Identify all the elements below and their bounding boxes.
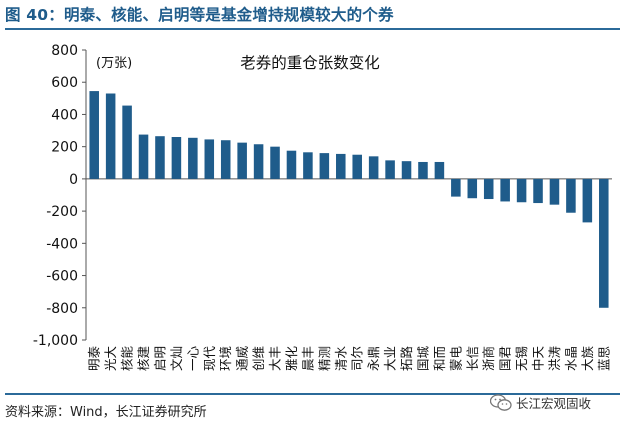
bar-chart-svg: 800 600 400 200 0 -200 -400 -600 -800 -1,000 明泰 光大… xyxy=(33,43,612,372)
x-category-label: 明泰 xyxy=(87,346,102,372)
bar xyxy=(368,156,379,179)
bar xyxy=(122,105,132,179)
x-category-label: 中天 xyxy=(531,346,546,372)
x-category-label: 永鼎 xyxy=(366,346,381,371)
bar xyxy=(253,144,264,179)
bar xyxy=(237,142,247,179)
x-axis-labels: 明泰 光大 核能 核建 启明 文灿 一心 现代 环境 通威 创维 大丰 雅化 晨丰 精测 清水 司尔 永鼎 大业 拓路… xyxy=(87,346,612,372)
bar xyxy=(270,146,280,179)
bar xyxy=(434,161,445,179)
bar xyxy=(204,139,215,179)
x-category-label: 大丰 xyxy=(268,346,283,371)
source-note: 资料来源：Wind，长江证券研究所 xyxy=(5,405,207,420)
bar xyxy=(451,178,461,197)
x-category-label: 无锡 xyxy=(514,346,529,371)
x-category-label: 文灿 xyxy=(169,346,184,371)
y-axis-unit-label: (万张) xyxy=(96,56,132,71)
x-category-label: 雅化 xyxy=(284,346,299,372)
x-category-label: 创维 xyxy=(251,346,266,371)
x-category-label: 晨丰 xyxy=(300,346,315,371)
x-category-label: 蒙电 xyxy=(448,346,463,372)
y-tick-label: -600 xyxy=(46,269,78,285)
bottom-rule xyxy=(5,393,620,395)
x-category-label: 光大 xyxy=(103,346,118,371)
y-tick-label: 600 xyxy=(51,75,78,91)
y-tick-label: -400 xyxy=(46,236,78,252)
x-category-label: 国君 xyxy=(498,346,513,371)
bar xyxy=(599,178,609,308)
x-category-label: 和而 xyxy=(432,346,447,371)
bar xyxy=(401,161,412,179)
y-tick-label: 400 xyxy=(51,107,78,123)
x-category-label: 国城 xyxy=(415,346,430,372)
x-category-label: 拓路 xyxy=(399,346,414,372)
x-category-label: 司尔 xyxy=(350,346,365,371)
bar xyxy=(138,134,149,179)
x-category-label: 环境 xyxy=(218,346,233,371)
figure-title: 图 40：明泰、核能、启明等是基金增持规模较大的个券 xyxy=(5,6,394,24)
x-category-label: 大族 xyxy=(580,346,595,372)
bar xyxy=(319,153,330,179)
bar xyxy=(89,91,99,179)
x-category-label: 蓝思 xyxy=(596,346,611,371)
x-category-label: 长信 xyxy=(465,346,480,371)
bar xyxy=(483,178,494,200)
bar-chart: 800 600 400 200 0 -200 -400 -600 -800 -1,000 明泰 光大… xyxy=(0,30,627,392)
chart-title: 老券的重仓张数变化 xyxy=(240,54,380,72)
x-category-label: 精测 xyxy=(317,346,332,371)
bar xyxy=(500,178,510,202)
bar xyxy=(105,93,116,179)
x-category-label: 清水 xyxy=(333,346,348,372)
bar xyxy=(188,137,198,179)
x-category-label: 一心 xyxy=(185,346,200,372)
x-category-label: 启明 xyxy=(152,346,167,371)
bar xyxy=(155,136,165,179)
bar xyxy=(516,178,527,203)
bar xyxy=(467,178,478,199)
x-category-label: 浙商 xyxy=(481,346,496,371)
bar xyxy=(286,150,297,179)
x-category-label: 洪涛 xyxy=(547,346,562,371)
bar xyxy=(171,137,182,179)
bars xyxy=(89,91,609,308)
watermark: 长江宏观固收 xyxy=(490,393,591,412)
y-tick-label: -800 xyxy=(46,301,78,317)
watermark-text: 长江宏观固收 xyxy=(516,396,592,411)
x-category-label: 核能 xyxy=(120,346,135,372)
y-axis: 800 600 400 200 0 -200 -400 -600 -800 -1,000 xyxy=(33,43,612,349)
x-category-label: 水晶 xyxy=(563,346,578,371)
y-tick-label: -200 xyxy=(46,204,78,220)
bar xyxy=(352,154,362,179)
bar xyxy=(303,152,313,179)
bar xyxy=(549,178,560,205)
y-tick-label: 0 xyxy=(69,172,78,188)
bar xyxy=(385,160,395,179)
wechat-logo-icon xyxy=(490,393,512,411)
x-category-label: 大业 xyxy=(383,346,398,371)
bar xyxy=(533,178,543,204)
x-category-label: 核建 xyxy=(136,346,151,372)
bar xyxy=(566,178,576,213)
x-category-label: 现代 xyxy=(202,346,217,372)
y-tick-label: -1,000 xyxy=(33,333,78,349)
title-underline xyxy=(5,28,620,30)
bar xyxy=(582,178,593,223)
x-category-label: 通威 xyxy=(235,346,250,372)
y-tick-label: 800 xyxy=(51,43,78,59)
bar xyxy=(418,161,428,179)
bar xyxy=(336,153,346,179)
bar xyxy=(220,140,231,179)
y-tick-label: 200 xyxy=(51,140,78,156)
